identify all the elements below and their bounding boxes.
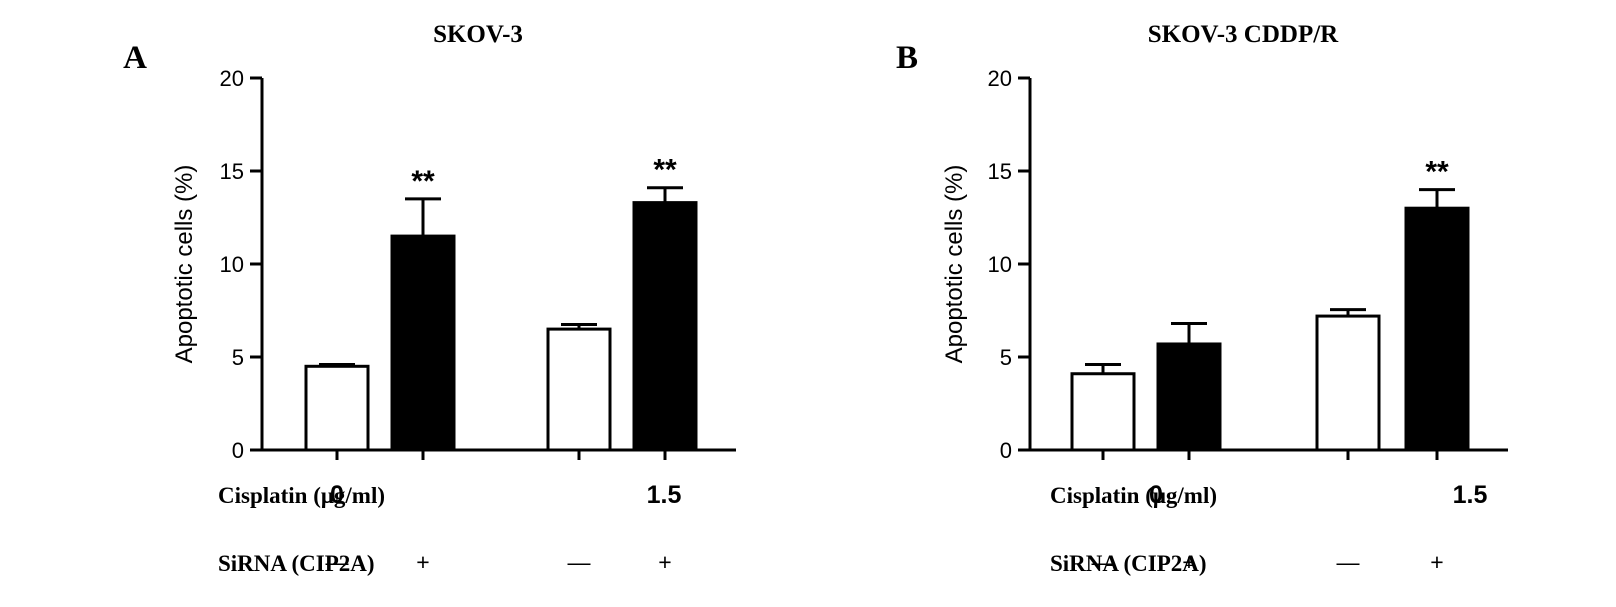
y-axis-label: Apoptotic cells (%) bbox=[171, 165, 198, 364]
y-axis-label: Apoptotic cells (%) bbox=[941, 165, 968, 364]
panel-label: B bbox=[896, 40, 918, 76]
cisplatin-dose-label: 1.5 bbox=[647, 481, 682, 509]
panel-a: SKOV-3 A 0 5 10 15 20 Apoptotic cells (%) — ** + — *… bbox=[123, 21, 736, 576]
significance-marker: ** bbox=[1425, 156, 1449, 189]
y-tick-label: 20 bbox=[988, 66, 1012, 91]
sirna-marker: + bbox=[658, 549, 671, 575]
y-tick-label: 0 bbox=[232, 438, 244, 463]
panel-label: A bbox=[123, 40, 147, 76]
y-tick-label: 5 bbox=[232, 345, 244, 370]
sirna-marker: — bbox=[326, 549, 349, 575]
sirna-marker: — bbox=[1092, 549, 1115, 575]
bar bbox=[632, 201, 698, 452]
bar bbox=[1315, 314, 1381, 452]
chart-title: SKOV-3 CDDP/R bbox=[1148, 21, 1339, 48]
bar bbox=[1156, 342, 1222, 452]
sirna-marker: + bbox=[416, 549, 429, 575]
chart-title: SKOV-3 bbox=[433, 21, 523, 48]
y-tick-label: 15 bbox=[988, 159, 1012, 184]
bar bbox=[304, 364, 370, 452]
y-tick-label: 20 bbox=[220, 66, 244, 91]
bar bbox=[1070, 372, 1136, 452]
sirna-marker: — bbox=[568, 549, 591, 575]
sirna-marker: + bbox=[1430, 549, 1443, 575]
panel-b: SKOV-3 CDDP/R B 0 5 10 15 20 Apoptotic cells (%… bbox=[896, 21, 1508, 576]
cisplatin-row-label: Cisplatin (μg/ml) bbox=[218, 483, 385, 508]
significance-marker: ** bbox=[411, 165, 435, 198]
sirna-row-label: SiRNA (CIP2A) bbox=[218, 551, 375, 576]
y-tick-label: 0 bbox=[1000, 438, 1012, 463]
y-tick-label: 10 bbox=[220, 252, 244, 277]
y-tick-label: 15 bbox=[220, 159, 244, 184]
y-tick-label: 5 bbox=[1000, 345, 1012, 370]
sirna-marker: + bbox=[1182, 549, 1195, 575]
bar bbox=[546, 327, 612, 452]
cisplatin-dose-label: 0 bbox=[1149, 481, 1163, 509]
y-tick-label: 10 bbox=[988, 252, 1012, 277]
cisplatin-dose-label: 1.5 bbox=[1453, 481, 1488, 509]
bar bbox=[1404, 206, 1470, 452]
sirna-row-label: SiRNA (CIP2A) bbox=[1050, 551, 1207, 576]
cisplatin-row-label: Cisplatin (μg/ml) bbox=[1050, 483, 1217, 508]
sirna-marker: — bbox=[1337, 549, 1360, 575]
bar bbox=[390, 234, 456, 452]
significance-marker: ** bbox=[653, 154, 677, 187]
cisplatin-dose-label: 0 bbox=[330, 481, 344, 509]
